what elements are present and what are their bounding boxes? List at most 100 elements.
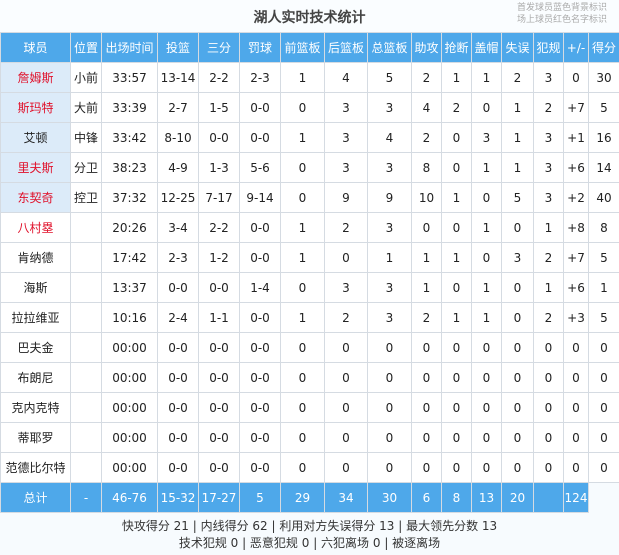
stat-cell: 0 bbox=[441, 122, 472, 153]
stat-cell: 0-0 bbox=[157, 362, 199, 393]
stat-cell: 8 bbox=[411, 152, 442, 183]
table-row: 里夫斯 分卫 38:23 4-9 1-3 5-6 0 3 3 8 0 1 1 3 +6 14 bbox=[0, 152, 619, 183]
stat-cell: 2-2 bbox=[198, 212, 240, 243]
stat-cell: 0-0 bbox=[157, 272, 199, 303]
stat-cell: 0 bbox=[280, 152, 325, 183]
player-name: 东契奇 bbox=[0, 182, 71, 213]
stat-cell: 1 bbox=[280, 122, 325, 153]
stat-cell: 0 bbox=[280, 182, 325, 213]
stat-cell: 10 bbox=[411, 182, 442, 213]
stat-cell: 3 bbox=[324, 152, 368, 183]
stat-cell: 1 bbox=[441, 302, 472, 333]
stat-cell: 13-14 bbox=[157, 62, 199, 93]
stat-cell bbox=[70, 272, 102, 303]
stat-cell: 0-0 bbox=[198, 392, 240, 423]
player-name: 里夫斯 bbox=[0, 152, 71, 183]
stat-cell: +6 bbox=[563, 152, 589, 183]
player-name: 拉拉维亚 bbox=[0, 302, 71, 333]
stat-cell: 0-0 bbox=[239, 122, 281, 153]
stat-cell: 0 bbox=[367, 392, 412, 423]
total-cell: 20 bbox=[501, 482, 534, 513]
player-name: 艾顿 bbox=[0, 122, 71, 153]
column-header: 失误 bbox=[501, 32, 534, 63]
stat-cell: 0 bbox=[471, 422, 502, 453]
table-row: 詹姆斯 小前 33:57 13-14 2-2 2-3 1 4 5 2 1 1 2 3 0 30 bbox=[0, 62, 619, 93]
stat-cell bbox=[70, 362, 102, 393]
stat-cell: 1-3 bbox=[198, 152, 240, 183]
stat-cell: 00:00 bbox=[101, 332, 158, 363]
stat-cell: 3 bbox=[533, 122, 564, 153]
stat-cell: 33:57 bbox=[101, 62, 158, 93]
total-cell: 29 bbox=[280, 482, 325, 513]
stat-cell: 4-9 bbox=[157, 152, 199, 183]
column-header: 出场时间 bbox=[101, 32, 158, 63]
stat-cell: 0 bbox=[411, 452, 442, 483]
stat-cell: 0-0 bbox=[198, 122, 240, 153]
stat-cell: 0 bbox=[533, 332, 564, 363]
stat-cell: 0-0 bbox=[157, 422, 199, 453]
column-header: 犯规 bbox=[533, 32, 564, 63]
stat-cell: 3 bbox=[367, 92, 412, 123]
stat-cell: 9 bbox=[324, 182, 368, 213]
stat-cell: 0-0 bbox=[198, 332, 240, 363]
stat-cell: 5 bbox=[588, 302, 619, 333]
stat-cell: 1 bbox=[280, 242, 325, 273]
stat-cell: 17:42 bbox=[101, 242, 158, 273]
stat-cell: 1 bbox=[471, 302, 502, 333]
stat-cell: 0 bbox=[411, 422, 442, 453]
stat-cell: 0 bbox=[324, 422, 368, 453]
stat-cell: 0-0 bbox=[239, 362, 281, 393]
stat-cell: 00:00 bbox=[101, 452, 158, 483]
stat-cell: 0 bbox=[471, 242, 502, 273]
stat-cell bbox=[70, 452, 102, 483]
stat-cell: 3-4 bbox=[157, 212, 199, 243]
stat-cell: 7-17 bbox=[198, 182, 240, 213]
total-cell: 5 bbox=[239, 482, 281, 513]
stat-cell: 3 bbox=[324, 122, 368, 153]
stat-cell: 2 bbox=[411, 302, 442, 333]
stat-cell: 0-0 bbox=[198, 422, 240, 453]
stat-cell: 00:00 bbox=[101, 392, 158, 423]
stat-cell: 1 bbox=[471, 152, 502, 183]
stat-cell: 0 bbox=[280, 272, 325, 303]
stat-cell: 8 bbox=[588, 212, 619, 243]
stat-cell: 3 bbox=[367, 272, 412, 303]
stat-cell: 0 bbox=[501, 272, 534, 303]
total-cell: 15-32 bbox=[157, 482, 199, 513]
stat-cell: 1 bbox=[411, 242, 442, 273]
stat-cell: 16 bbox=[588, 122, 619, 153]
stat-cell: 0-0 bbox=[198, 272, 240, 303]
stat-cell: 0 bbox=[441, 362, 472, 393]
stat-cell: 0-0 bbox=[239, 242, 281, 273]
column-header: 三分 bbox=[198, 32, 240, 63]
stat-cell: 2 bbox=[324, 212, 368, 243]
stat-cell bbox=[70, 212, 102, 243]
stat-cell: 1 bbox=[441, 242, 472, 273]
stat-cell: 0 bbox=[471, 92, 502, 123]
stat-cell: 0 bbox=[533, 392, 564, 423]
player-name: 蒂耶罗 bbox=[0, 422, 71, 453]
stat-cell: 2 bbox=[501, 62, 534, 93]
stat-cell: 0 bbox=[588, 332, 619, 363]
stat-cell: 0-0 bbox=[198, 452, 240, 483]
stat-cell: 0 bbox=[563, 392, 589, 423]
player-name: 布朗尼 bbox=[0, 362, 71, 393]
column-header: 位置 bbox=[70, 32, 102, 63]
table-row: 蒂耶罗 00:00 0-0 0-0 0-0 0 0 0 0 0 0 0 0 0 0 bbox=[0, 422, 619, 453]
stat-cell: 0 bbox=[441, 272, 472, 303]
stat-cell: 0 bbox=[324, 332, 368, 363]
stat-cell: 0 bbox=[441, 452, 472, 483]
stat-cell: 3 bbox=[367, 212, 412, 243]
column-header: 投篮 bbox=[157, 32, 199, 63]
stat-cell: 0-0 bbox=[239, 422, 281, 453]
stat-cell: 0-0 bbox=[239, 92, 281, 123]
column-header: 罚球 bbox=[239, 32, 281, 63]
stat-cell: 0 bbox=[533, 452, 564, 483]
stat-cell: 1 bbox=[533, 272, 564, 303]
stat-cell: 0 bbox=[588, 362, 619, 393]
stats-table: 球员 位置 出场时间 投篮 三分 罚球 前篮板 后篮板 总篮板 助攻 抢断 盖帽 失误 犯规 +/- 得分 詹… bbox=[0, 32, 619, 513]
total-cell: 30 bbox=[367, 482, 412, 513]
stat-cell: 00:00 bbox=[101, 362, 158, 393]
stat-cell: +6 bbox=[563, 272, 589, 303]
stat-cell: 1-5 bbox=[198, 92, 240, 123]
